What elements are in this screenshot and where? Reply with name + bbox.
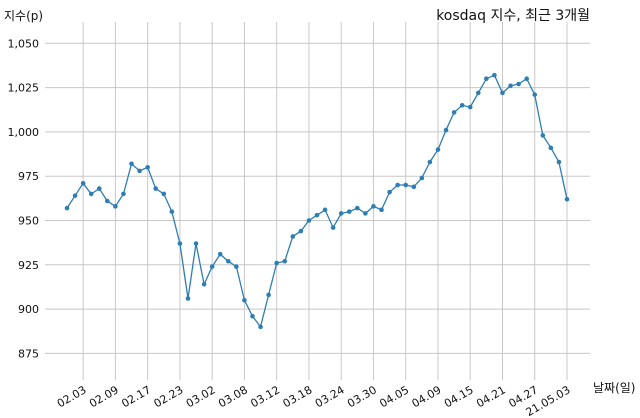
- x-tick-label: 03.12: [248, 383, 282, 410]
- data-point: [64, 205, 70, 211]
- x-tick-label: 02.23: [152, 383, 186, 410]
- data-point: [435, 147, 441, 152]
- data-point: [129, 161, 134, 167]
- data-point: [338, 211, 344, 216]
- y-tick-label: 900: [18, 303, 39, 316]
- data-point: [492, 72, 497, 78]
- data-point: [363, 211, 368, 216]
- data-point: [121, 191, 126, 197]
- x-tick-label: 04.15: [442, 383, 476, 410]
- data-point: [419, 175, 425, 181]
- data-point: [105, 198, 110, 204]
- data-point: [443, 127, 449, 133]
- x-tick-label: 02.17: [119, 383, 153, 410]
- data-point: [403, 182, 409, 188]
- data-point: [330, 225, 336, 230]
- series-line: [66, 74, 568, 329]
- data-point: [242, 297, 247, 303]
- data-point: [137, 168, 142, 174]
- data-point: [500, 90, 505, 96]
- data-point: [72, 193, 78, 198]
- data-point: [387, 189, 392, 195]
- y-tick-label: 975: [18, 170, 39, 183]
- data-point: [371, 204, 376, 209]
- data-point: [355, 205, 360, 211]
- data-point: [266, 292, 271, 298]
- x-axis-label: 날짜(일): [593, 381, 635, 395]
- data-point: [322, 207, 328, 213]
- data-point: [475, 90, 481, 96]
- data-point: [467, 104, 473, 110]
- data-point: [484, 76, 489, 82]
- data-point: [346, 209, 352, 214]
- data-point: [80, 180, 86, 186]
- x-tick-label: 02.09: [87, 383, 121, 410]
- data-point: [161, 191, 167, 197]
- y-tick-label: 1,000: [8, 126, 40, 139]
- chart-title: kosdaq 지수, 최근 3개월: [436, 8, 590, 24]
- data-point: [540, 133, 546, 138]
- data-point: [395, 182, 400, 188]
- x-tick-label: 03.08: [216, 383, 250, 410]
- data-point: [234, 264, 239, 269]
- x-tick-label: 02.03: [55, 383, 89, 410]
- data-point: [96, 186, 102, 191]
- x-tick-label: 03.18: [281, 383, 315, 410]
- data-point: [209, 264, 215, 269]
- data-point: [564, 196, 570, 202]
- data-point: [459, 102, 465, 108]
- data-point: [516, 81, 521, 87]
- data-point: [274, 260, 279, 266]
- x-tick-label: 04.21: [474, 383, 508, 410]
- x-tick-label: 03.02: [184, 383, 218, 410]
- data-point: [314, 212, 320, 218]
- data-point: [113, 204, 118, 209]
- x-tick-label: 04.05: [377, 383, 411, 410]
- data-point: [193, 241, 199, 246]
- data-point: [532, 92, 538, 97]
- data-point: [451, 110, 457, 115]
- y-axis-label: 지수(p): [4, 9, 43, 23]
- y-tick-label: 950: [18, 214, 39, 227]
- grid-lines: [45, 22, 590, 380]
- data-point: [282, 258, 288, 264]
- y-axis-ticks: 875 900 925 950 975 1,000 1,025 1,050: [8, 37, 40, 360]
- data-point: [290, 234, 296, 239]
- data-point: [201, 281, 207, 287]
- data-point: [411, 184, 417, 190]
- y-tick-label: 925: [18, 259, 39, 272]
- data-point: [427, 159, 433, 165]
- data-point: [88, 191, 94, 197]
- data-point: [250, 313, 255, 319]
- data-point: [169, 209, 175, 214]
- data-point: [508, 83, 513, 89]
- x-axis-ticks: 02.0302.0902.1702.2303.0203.0803.1203.18…: [55, 383, 573, 418]
- data-point: [225, 258, 231, 264]
- data-point: [153, 186, 159, 191]
- data-point: [548, 145, 554, 151]
- y-tick-label: 1,025: [8, 82, 40, 95]
- y-tick-label: 1,050: [8, 37, 40, 50]
- data-point: [145, 165, 150, 170]
- x-tick-label: 04.09: [410, 383, 444, 410]
- data-point: [524, 76, 529, 82]
- data-point: [556, 159, 562, 165]
- data-point: [177, 241, 183, 246]
- data-point: [306, 218, 312, 223]
- data-point: [379, 207, 384, 213]
- data-point: [258, 324, 263, 330]
- data-point: [217, 251, 223, 257]
- x-tick-label: 03.24: [313, 383, 347, 410]
- data-point: [185, 296, 191, 301]
- data-point: [298, 228, 304, 234]
- x-tick-label: 03.30: [345, 383, 379, 410]
- y-tick-label: 875: [18, 347, 39, 360]
- series-layer: [64, 72, 570, 330]
